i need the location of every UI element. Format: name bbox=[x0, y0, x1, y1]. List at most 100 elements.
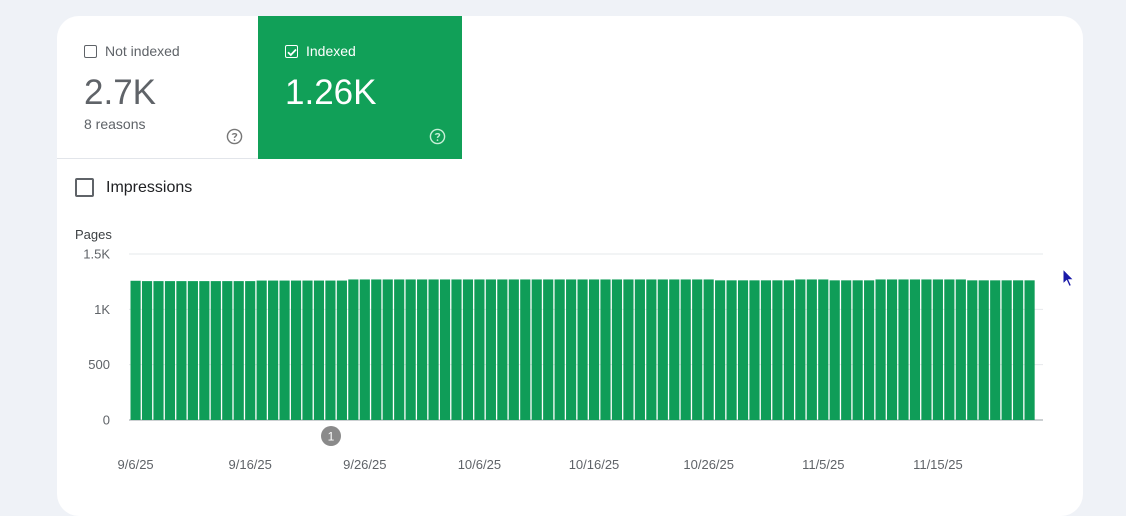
annotation-label: 1 bbox=[328, 430, 335, 444]
bar[interactable] bbox=[543, 279, 554, 420]
bar[interactable] bbox=[703, 279, 714, 420]
bar[interactable] bbox=[508, 279, 519, 420]
bar[interactable] bbox=[611, 279, 623, 420]
bar[interactable] bbox=[405, 279, 416, 420]
bar[interactable] bbox=[417, 279, 428, 420]
bar[interactable] bbox=[990, 280, 1001, 420]
bar[interactable] bbox=[141, 281, 153, 420]
bar[interactable] bbox=[554, 279, 565, 420]
bar[interactable] bbox=[772, 280, 783, 420]
bar[interactable] bbox=[783, 280, 794, 420]
bar[interactable] bbox=[726, 280, 737, 420]
bar[interactable] bbox=[371, 279, 382, 420]
bar[interactable] bbox=[818, 279, 829, 420]
bar[interactable] bbox=[1001, 280, 1012, 420]
x-tick-label: 9/16/25 bbox=[229, 457, 272, 472]
bar[interactable] bbox=[898, 279, 909, 420]
bar[interactable] bbox=[737, 280, 749, 420]
bar[interactable] bbox=[394, 279, 405, 420]
bar[interactable] bbox=[313, 280, 325, 420]
help-circle-icon[interactable] bbox=[429, 128, 446, 145]
bar[interactable] bbox=[497, 279, 508, 420]
bar[interactable] bbox=[646, 279, 657, 420]
indexed-tile[interactable]: Indexed 1.26K bbox=[258, 16, 462, 159]
bar[interactable] bbox=[164, 281, 176, 420]
y-tick-label: 500 bbox=[88, 357, 110, 372]
bar[interactable] bbox=[520, 279, 531, 420]
bar[interactable] bbox=[806, 279, 817, 420]
bar[interactable] bbox=[210, 281, 221, 420]
bar[interactable] bbox=[1024, 280, 1035, 420]
bar[interactable] bbox=[348, 279, 359, 420]
bar[interactable] bbox=[566, 279, 577, 420]
bar[interactable] bbox=[531, 279, 542, 420]
bar[interactable] bbox=[944, 279, 955, 420]
bars bbox=[130, 279, 1035, 420]
not-indexed-toggle[interactable]: Not indexed bbox=[84, 43, 180, 59]
bar[interactable] bbox=[634, 279, 645, 420]
bar[interactable] bbox=[130, 280, 141, 420]
bar[interactable] bbox=[176, 281, 187, 420]
bar[interactable] bbox=[462, 279, 474, 420]
bar[interactable] bbox=[256, 280, 267, 420]
checkbox-unchecked-icon[interactable] bbox=[84, 44, 97, 58]
bar[interactable] bbox=[829, 280, 840, 420]
bar[interactable] bbox=[657, 279, 668, 420]
x-tick-label: 10/26/25 bbox=[683, 457, 734, 472]
checkbox-unchecked-icon[interactable] bbox=[75, 178, 94, 197]
bar[interactable] bbox=[955, 279, 966, 420]
bar[interactable] bbox=[325, 280, 336, 420]
annotation-circle[interactable] bbox=[321, 426, 341, 446]
bar[interactable] bbox=[864, 280, 875, 420]
bar[interactable] bbox=[909, 279, 921, 420]
indexed-value: 1.26K bbox=[285, 73, 377, 112]
bar[interactable] bbox=[795, 279, 806, 420]
bar[interactable] bbox=[875, 279, 886, 420]
bar[interactable] bbox=[290, 280, 302, 420]
bar[interactable] bbox=[153, 281, 164, 420]
annotation-marker[interactable]: 1 bbox=[321, 426, 341, 446]
bar[interactable] bbox=[222, 281, 233, 420]
bar[interactable] bbox=[336, 280, 347, 420]
bar[interactable] bbox=[852, 280, 863, 420]
not-indexed-tile[interactable]: Not indexed 2.7K 8 reasons bbox=[57, 16, 258, 159]
bar[interactable] bbox=[623, 279, 634, 420]
bar[interactable] bbox=[841, 280, 852, 420]
bar[interactable] bbox=[680, 279, 691, 420]
bar[interactable] bbox=[451, 279, 462, 420]
bar[interactable] bbox=[886, 279, 898, 420]
bar[interactable] bbox=[577, 279, 588, 420]
bar[interactable] bbox=[428, 279, 439, 420]
bar[interactable] bbox=[474, 279, 485, 420]
x-tick-label: 9/6/25 bbox=[118, 457, 154, 472]
bar[interactable] bbox=[588, 279, 600, 420]
bar[interactable] bbox=[382, 279, 393, 420]
bar[interactable] bbox=[600, 279, 611, 420]
bar[interactable] bbox=[932, 279, 943, 420]
bar[interactable] bbox=[268, 280, 279, 420]
bar[interactable] bbox=[760, 280, 772, 420]
bar[interactable] bbox=[1013, 280, 1024, 420]
bar[interactable] bbox=[485, 279, 496, 420]
bar[interactable] bbox=[245, 281, 256, 420]
bar[interactable] bbox=[199, 281, 210, 420]
bar[interactable] bbox=[921, 279, 932, 420]
bar[interactable] bbox=[669, 279, 680, 420]
y-tick-label: 0 bbox=[103, 413, 110, 428]
bar[interactable] bbox=[749, 280, 760, 420]
bar[interactable] bbox=[302, 280, 313, 420]
help-circle-icon[interactable] bbox=[226, 128, 243, 145]
checkbox-checked-icon[interactable] bbox=[285, 44, 298, 58]
bar[interactable] bbox=[715, 280, 726, 420]
bar[interactable] bbox=[187, 281, 198, 420]
impressions-toggle[interactable]: Impressions bbox=[75, 178, 192, 197]
indexed-toggle[interactable]: Indexed bbox=[285, 43, 356, 59]
bar[interactable] bbox=[439, 279, 451, 420]
bar[interactable] bbox=[978, 280, 989, 420]
bar[interactable] bbox=[967, 280, 978, 420]
bar[interactable] bbox=[233, 281, 244, 420]
bar[interactable] bbox=[359, 279, 370, 420]
bar[interactable] bbox=[692, 279, 703, 420]
bar[interactable] bbox=[279, 280, 290, 420]
y-tick-label: 1K bbox=[94, 302, 110, 317]
